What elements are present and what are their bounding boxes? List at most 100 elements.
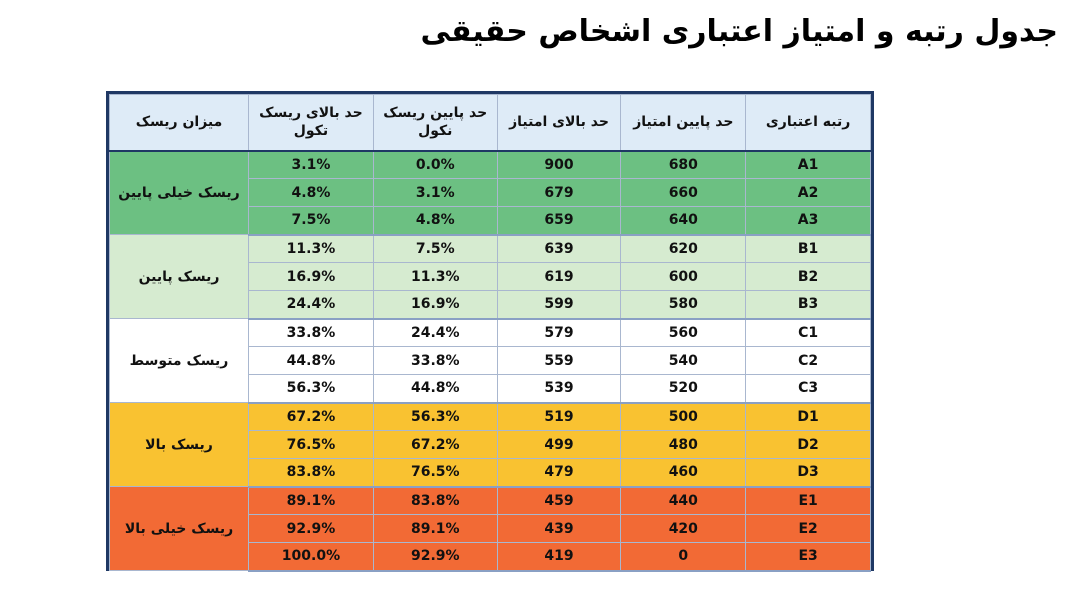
cell-risk-level: ریسک خیلی بالا (108, 486, 250, 571)
cell-score-max: 559 (496, 346, 622, 375)
cell-default-high: 56.3% (248, 374, 374, 404)
cell-score-min: 420 (620, 514, 747, 543)
header-score-max: حد بالای امتیاز (496, 94, 622, 151)
cell-rank: E3 (745, 542, 871, 572)
table-row: C3 520 539 44.8% 56.3% (110, 374, 871, 404)
table-row: D1 500 519 56.3% 67.2% ریسک بالا (108, 402, 871, 487)
cell-score-max: 679 (496, 178, 622, 207)
cell-default-low: 92.9% (372, 542, 498, 572)
cell-rank: E1 (745, 486, 871, 515)
table-row: A3 640 659 4.8% 7.5% (110, 206, 871, 236)
cell-score-max: 639 (496, 234, 622, 263)
credit-rating-table: رتبه اعتباری حد پایین امتیاز حد بالای ام… (106, 91, 874, 572)
cell-score-min: 520 (620, 374, 747, 404)
cell-rank: A2 (745, 178, 871, 207)
cell-rank: D2 (745, 430, 871, 459)
cell-default-high: 83.8% (248, 458, 374, 488)
cell-score-max: 619 (496, 262, 622, 291)
cell-default-high: 24.4% (248, 290, 374, 320)
cell-risk-level: ریسک بالا (108, 402, 250, 487)
cell-score-min: 0 (620, 542, 747, 572)
cell-rank: D3 (745, 458, 871, 488)
table-row: A2 660 679 3.1% 4.8% (110, 178, 871, 207)
cell-score-min: 440 (620, 486, 747, 515)
cell-risk-level: ریسک متوسط (108, 318, 250, 403)
cell-default-low: 3.1% (372, 178, 498, 207)
cell-score-min: 500 (620, 402, 747, 431)
cell-risk-level: ریسک خیلی پایین (108, 150, 250, 235)
cell-default-low: 44.8% (372, 374, 498, 404)
cell-score-min: 600 (620, 262, 747, 291)
cell-score-max: 479 (496, 458, 622, 488)
cell-default-high: 100.0% (248, 542, 374, 572)
cell-default-low: 4.8% (372, 206, 498, 236)
cell-default-high: 3.1% (248, 150, 374, 179)
cell-default-high: 7.5% (248, 206, 374, 236)
cell-score-min: 620 (620, 234, 747, 263)
cell-score-min: 540 (620, 346, 747, 375)
cell-default-low: 7.5% (372, 234, 498, 263)
cell-default-low: 11.3% (372, 262, 498, 291)
header-default-low: حد پایین ریسک نکول (372, 94, 498, 151)
table-row: B2 600 619 11.3% 16.9% (110, 262, 871, 291)
header-risk-level: میزان ریسک (108, 94, 250, 151)
page-title: جدول رتبه و امتیاز اعتباری اشخاص حقیقی (420, 14, 1058, 49)
header-rank: رتبه اعتباری (745, 94, 871, 151)
cell-rank: C3 (745, 374, 871, 404)
cell-default-high: 33.8% (248, 318, 374, 347)
table-row: C1 560 579 24.4% 33.8% ریسک متوسط (108, 318, 871, 403)
header-default-high: حد بالای ریسک تکول (248, 94, 374, 151)
cell-default-low: 76.5% (372, 458, 498, 488)
table-row: A1 680 900 0.0% 3.1% ریسک خیلی پایین (108, 150, 871, 235)
cell-rank: B2 (745, 262, 871, 291)
cell-default-high: 11.3% (248, 234, 374, 263)
cell-default-high: 92.9% (248, 514, 374, 543)
cell-rank: C1 (745, 318, 871, 347)
cell-score-max: 599 (496, 290, 622, 320)
cell-score-max: 459 (496, 486, 622, 515)
table-header-row: رتبه اعتباری حد پایین امتیاز حد بالای ام… (108, 94, 871, 151)
cell-default-low: 89.1% (372, 514, 498, 543)
cell-default-high: 76.5% (248, 430, 374, 459)
cell-score-max: 499 (496, 430, 622, 459)
cell-rank: B1 (745, 234, 871, 263)
table-row: B3 580 599 16.9% 24.4% (110, 290, 871, 320)
cell-default-low: 33.8% (372, 346, 498, 375)
cell-default-high: 89.1% (248, 486, 374, 515)
cell-default-high: 16.9% (248, 262, 374, 291)
cell-default-low: 83.8% (372, 486, 498, 515)
cell-score-min: 660 (620, 178, 747, 207)
table-row: E1 440 459 83.8% 89.1% ریسک خیلی بالا (108, 486, 871, 571)
cell-rank: E2 (745, 514, 871, 543)
cell-rank: C2 (745, 346, 871, 375)
table-row: D3 460 479 76.5% 83.8% (110, 458, 871, 488)
cell-default-high: 44.8% (248, 346, 374, 375)
cell-score-max: 439 (496, 514, 622, 543)
cell-rank: A3 (745, 206, 871, 236)
cell-default-low: 24.4% (372, 318, 498, 347)
cell-default-low: 56.3% (372, 402, 498, 431)
cell-score-min: 580 (620, 290, 747, 320)
cell-default-low: 0.0% (372, 150, 498, 179)
table-row: B1 620 639 7.5% 11.3% ریسک پایین (108, 234, 871, 319)
cell-score-min: 480 (620, 430, 747, 459)
cell-rank: A1 (745, 150, 871, 179)
cell-score-min: 680 (620, 150, 747, 179)
cell-risk-level: ریسک پایین (108, 234, 250, 319)
cell-score-max: 579 (496, 318, 622, 347)
cell-rank: D1 (745, 402, 871, 431)
cell-score-min: 640 (620, 206, 747, 236)
cell-score-max: 419 (496, 542, 622, 572)
table-body: A1 680 900 0.0% 3.1% ریسک خیلی پایین A2 660 679 3… (108, 150, 871, 572)
cell-score-min: 460 (620, 458, 747, 488)
table-row: D2 480 499 67.2% 76.5% (110, 430, 871, 459)
cell-score-max: 900 (496, 150, 622, 179)
table-row: E3 0 419 92.9% 100.0% (110, 542, 871, 572)
cell-score-max: 519 (496, 402, 622, 431)
cell-rank: B3 (745, 290, 871, 320)
cell-default-low: 16.9% (372, 290, 498, 320)
cell-default-high: 4.8% (248, 178, 374, 207)
header-score-min: حد پایین امتیاز (620, 94, 747, 151)
table-row: C2 540 559 33.8% 44.8% (110, 346, 871, 375)
cell-default-low: 67.2% (372, 430, 498, 459)
